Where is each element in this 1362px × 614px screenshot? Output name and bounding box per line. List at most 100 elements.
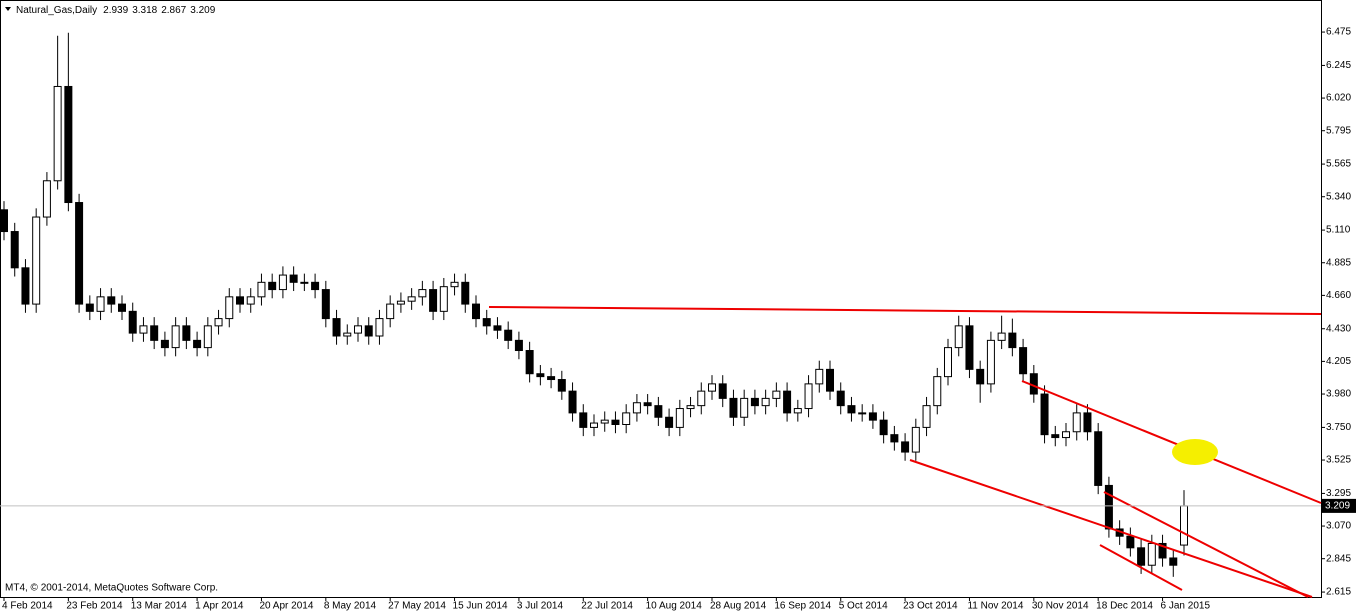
y-tick-label: 5.565 <box>1326 159 1351 170</box>
candle-body <box>675 408 684 428</box>
candle-body <box>139 325 148 334</box>
candle-body <box>804 383 813 410</box>
candle-body <box>64 85 73 204</box>
y-tick-label: 3.980 <box>1326 389 1351 400</box>
candle-body <box>793 408 802 414</box>
trend-line <box>1103 491 1309 598</box>
y-tick-label: 3.750 <box>1326 422 1351 433</box>
y-tick-label: 5.795 <box>1326 125 1351 136</box>
candle-body <box>1083 412 1092 433</box>
y-tick-label: 4.205 <box>1326 356 1351 367</box>
candle-body <box>332 318 341 337</box>
candle-body <box>547 376 556 381</box>
x-tick-label: 15 Jun 2014 <box>453 601 508 612</box>
candle-body <box>740 397 749 418</box>
x-tick-label: 28 Aug 2014 <box>710 601 767 612</box>
candle-body <box>922 405 931 428</box>
candle-body <box>203 325 212 349</box>
x-tick-label: 16 Sep 2014 <box>774 601 831 612</box>
candle-body <box>504 329 513 341</box>
candle-body <box>976 368 985 385</box>
x-tick-label: 18 Dec 2014 <box>1096 601 1153 612</box>
candle-body <box>826 368 834 392</box>
candle-body <box>729 397 738 418</box>
symbol-title: Natural_Gas,Daily <box>16 5 97 16</box>
trend-lines <box>488 306 1322 598</box>
candle-body <box>96 296 105 312</box>
candle-body <box>1040 393 1049 436</box>
x-tick-label: 20 Apr 2014 <box>259 601 313 612</box>
candle-body <box>1051 434 1060 439</box>
candle-body <box>965 325 974 370</box>
y-tick-label: 3.295 <box>1326 488 1351 499</box>
candle-body <box>21 267 30 305</box>
candle-body <box>160 339 169 349</box>
candle-body <box>429 289 438 312</box>
candle-body <box>1147 542 1156 566</box>
candle-body <box>611 419 620 426</box>
x-tick-label: 10 Aug 2014 <box>646 601 703 612</box>
candle-body <box>225 296 234 320</box>
candle-body <box>579 412 588 428</box>
trend-line <box>1099 544 1183 591</box>
candle-body <box>182 325 191 341</box>
candle-body <box>1180 505 1188 546</box>
candle-body <box>622 412 631 426</box>
y-tick-label: 2.845 <box>1326 553 1351 564</box>
candle-body <box>772 390 781 399</box>
candle-body <box>568 390 577 414</box>
candle-body <box>482 318 491 327</box>
candle-body <box>590 422 598 428</box>
candle-body <box>278 274 287 291</box>
candle-body <box>868 412 877 421</box>
candles <box>0 32 1188 577</box>
candle-body <box>654 405 663 418</box>
candle-body <box>997 332 1006 341</box>
menu-arrow <box>5 7 11 11</box>
candle-body <box>514 339 523 352</box>
candle-body <box>525 350 534 375</box>
candle-body <box>536 373 545 378</box>
candle-body <box>783 390 792 414</box>
candle-body <box>268 281 277 291</box>
y-tick-label: 3.525 <box>1326 455 1351 466</box>
candle-body <box>1104 484 1113 530</box>
candle-body <box>375 318 384 337</box>
candle-body <box>1008 332 1017 349</box>
plot-frame <box>0 0 1322 598</box>
candle-body <box>944 347 952 378</box>
candle-body <box>954 325 963 349</box>
candle-body <box>1094 431 1103 486</box>
y-tick-label: 6.475 <box>1326 27 1351 38</box>
candle-body <box>493 325 502 331</box>
candle-body <box>214 318 223 327</box>
x-tick-label: 13 Mar 2014 <box>131 601 188 612</box>
candle-body <box>450 281 459 288</box>
y-tick-label: 3.070 <box>1326 521 1351 532</box>
candle-body <box>150 325 159 341</box>
candle-body <box>42 180 51 218</box>
candle-body <box>1072 412 1081 433</box>
x-tick-label: 3 Jul 2014 <box>517 601 564 612</box>
candle-body <box>439 286 448 312</box>
candle-body <box>311 281 320 291</box>
candle-body <box>847 405 856 414</box>
x-tick-label: 22 Jul 2014 <box>581 601 633 612</box>
candle-body <box>1137 547 1146 566</box>
candle-body <box>118 303 126 312</box>
candle-body <box>236 296 244 305</box>
candle-body <box>911 426 920 453</box>
candle-body <box>407 296 416 302</box>
header-close: 3.209 <box>190 5 215 16</box>
candle-body <box>1062 431 1070 439</box>
candle-body <box>665 416 674 428</box>
trend-line <box>1021 380 1322 504</box>
x-tick-label: 6 Jan 2015 <box>1161 601 1211 612</box>
candle-body <box>364 325 373 337</box>
candle-body <box>386 303 395 320</box>
y-tick-label: 5.340 <box>1326 191 1351 202</box>
y-tick-label: 4.660 <box>1326 290 1351 301</box>
candle-body <box>1019 347 1028 375</box>
